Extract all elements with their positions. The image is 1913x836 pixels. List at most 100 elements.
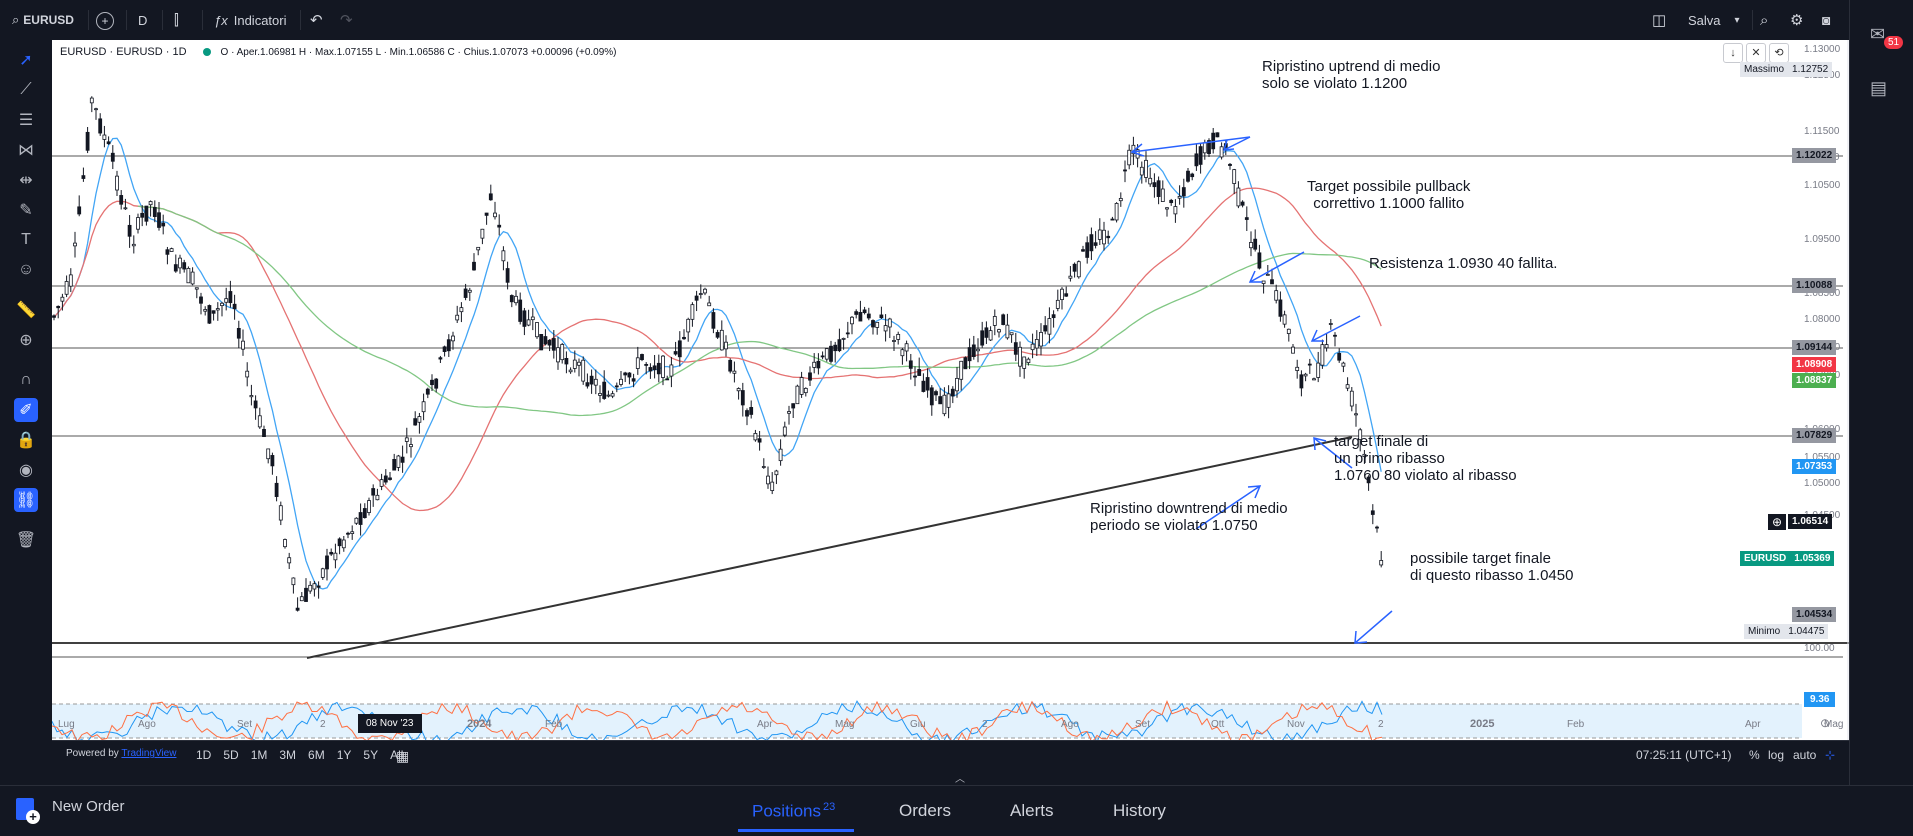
chart-area[interactable]: Lug Ago Set 2 2024 Feb Apr Mag Giu 2 Ago Set Ott Nov 2… [51,40,1849,746]
new-order-button[interactable]: New Order [52,798,125,815]
candle-body [194,287,199,290]
candle-body [278,505,283,521]
magnet-icon[interactable]: ∩ [20,371,32,388]
tab-positions[interactable]: Positions 23 [752,801,835,822]
tab-history[interactable]: History [1113,801,1166,820]
gear-icon[interactable]: ⚙ [1790,12,1804,29]
time-tick: Mag [835,719,854,730]
zoom-icon[interactable]: ⊕ [19,332,33,349]
powered-by: Powered by TradingView [66,748,176,759]
pattern-icon[interactable]: ⋈ [18,142,34,159]
add-symbol-icon[interactable]: + [96,12,114,30]
candle-body [984,327,989,338]
time-tick: 2025 [1470,718,1494,730]
news-icon[interactable]: ▤ [1870,78,1888,98]
tab-alerts[interactable]: Alerts [1010,801,1054,820]
interval-button[interactable]: D [138,12,148,28]
tab-orders[interactable]: Orders [899,801,951,820]
mail-icon[interactable]: ✉ [1870,24,1886,44]
chart-canvas[interactable]: Lug Ago Set 2 2024 Feb Apr Mag Giu 2 Ago Set Ott Nov 2… [51,40,1849,746]
range-button-1m[interactable]: 1M [250,748,268,762]
calendar-icon[interactable]: ▦ [396,748,410,764]
time-tick: Apr [757,719,773,730]
brush-icon[interactable]: ✎ [19,202,33,219]
percent-toggle[interactable]: % [1749,748,1760,762]
candle-body [165,249,170,255]
ema-green-badge: 1.08837 [1792,373,1837,388]
prediction-icon[interactable]: ⇹ [19,172,33,189]
cursor-icon[interactable]: ➚ [19,52,33,69]
undo-icon[interactable]: ↶ [310,12,323,29]
candle-body [1034,339,1039,349]
ema-blue-badge: 1.07353 [1792,459,1837,474]
candle-body [228,291,233,304]
candle-body [1106,235,1111,239]
range-button-all[interactable]: All [390,748,404,762]
indicators-button[interactable]: ƒx Indicatori [214,8,286,32]
note-line: 1.0760 80 violato al ribasso [1334,467,1517,484]
candle-body [997,329,1001,333]
auto-toggle[interactable]: auto [1793,748,1817,762]
candle-body [333,552,338,561]
candle-body [1102,229,1106,245]
candle-body [1169,199,1174,204]
candle-body [1358,429,1363,440]
candle-body [329,551,334,555]
candle-body [1110,218,1115,221]
note-line: Ripristino uptrend di medio [1262,58,1441,75]
candle-body [375,494,380,501]
text-icon[interactable]: T [21,231,31,248]
settings-icon[interactable]: ⊹ [1825,748,1836,762]
chevron-up-icon[interactable]: ︿ [955,774,965,785]
log-toggle[interactable]: log [1768,748,1785,762]
add-alert-icon[interactable]: ⊕ [1768,514,1786,530]
layout-icon[interactable]: ◫ [1652,12,1667,29]
lock-icon[interactable]: 🔒 [16,432,36,449]
candle-body [1202,142,1207,154]
new-order-icon[interactable]: + [16,798,40,824]
minimo-badge: Minimo 1.04475 [1744,624,1829,639]
camera-icon[interactable]: ◙ [1822,12,1831,28]
range-button-6m[interactable]: 6M [308,748,325,762]
trend-line-icon[interactable]: ⟋ [20,81,32,98]
ruler-icon[interactable]: 📏 [16,302,36,319]
note-line: un primo ribasso [1334,450,1445,467]
time-settings-icon[interactable]: ⊙ [1820,716,1831,730]
refresh-icon[interactable]: ⟲ [1769,43,1789,63]
candle-body [551,338,556,351]
horizontal-levels [52,155,1843,658]
candles [52,96,1384,612]
candle-body [959,360,964,380]
market-status-dot [202,48,211,56]
candle-body [1240,201,1245,206]
candle-body [1274,290,1279,301]
lock-drawing-icon[interactable]: ✐ [14,398,38,422]
trash-icon[interactable]: 🗑 [15,532,37,549]
note-final-target: possibile target finale di questo ribass… [1410,550,1573,584]
range-button-1d[interactable]: 1D [196,748,212,762]
range-button-1y[interactable]: 1Y [336,748,352,762]
price-tick: 1.09500 [1804,234,1841,245]
redo-icon[interactable]: ↷ [340,12,353,29]
collapse-icon[interactable]: ✕ [1746,43,1766,63]
emoji-icon[interactable]: ☺ [17,261,35,278]
candle-body [388,477,392,480]
candle-body [1286,328,1291,334]
link-icon[interactable]: ⛓ [14,488,38,512]
candle-body [682,336,686,340]
candle-body [94,108,98,111]
range-button-5y[interactable]: 5Y [363,748,379,762]
save-button[interactable]: Salva ▾ [1688,8,1740,32]
note-line: Ripristino downtrend di medio [1090,500,1288,517]
range-button-3m[interactable]: 3M [279,748,297,762]
toolbar-divider [162,10,163,30]
symbol-search[interactable]: ⌕ EURUSD [12,8,74,32]
fib-icon[interactable]: ☰ [18,112,34,129]
range-button-5d[interactable]: 5D [223,748,239,762]
quick-search-icon[interactable]: ⌕ [1760,11,1769,29]
candle-type-icon[interactable]: ⫿ [174,11,179,29]
eye-icon[interactable]: ◉ [19,462,33,479]
tradingview-link[interactable]: TradingView [121,748,177,759]
arrow-down-icon[interactable]: ↓ [1723,43,1743,63]
candle-body [883,325,888,332]
